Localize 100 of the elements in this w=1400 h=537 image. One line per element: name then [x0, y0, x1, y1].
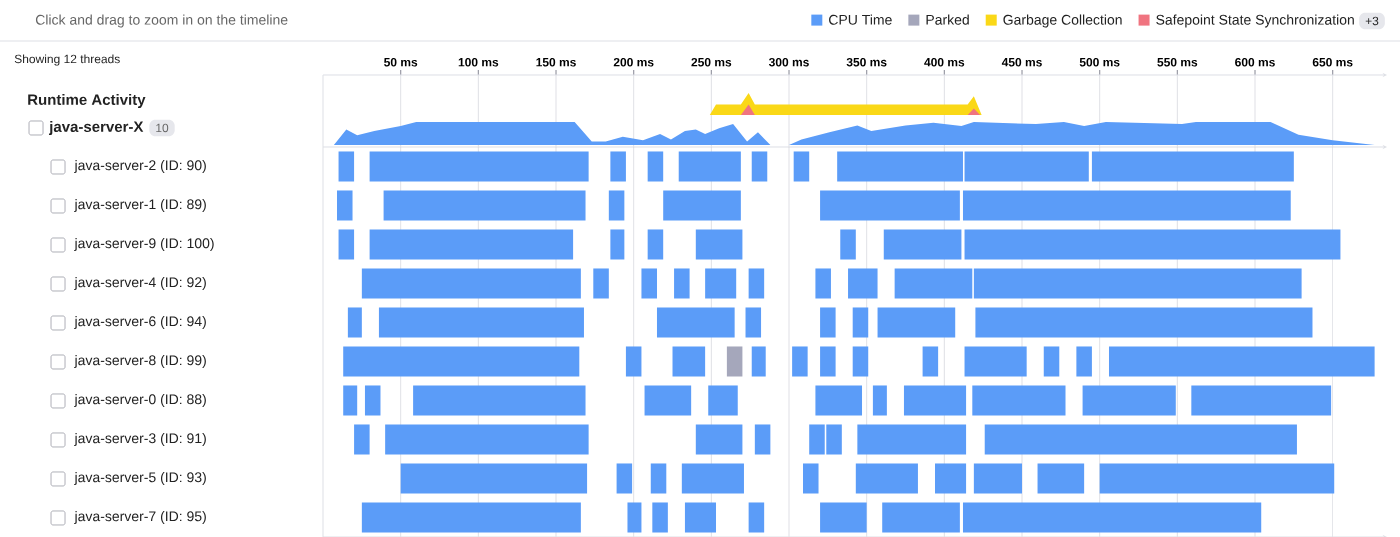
- bar: [1191, 385, 1332, 416]
- bar: [820, 502, 867, 533]
- legend-label: Parked: [926, 14, 969, 25]
- bar: [751, 151, 768, 182]
- bar: [748, 268, 765, 299]
- bar: [695, 229, 743, 260]
- bar: [848, 268, 878, 299]
- bar: [354, 424, 370, 455]
- bar: [610, 151, 626, 182]
- bar: [1043, 346, 1060, 377]
- x-tick-label: 200 ms: [613, 57, 654, 67]
- bar: [837, 151, 963, 182]
- bar: [369, 229, 574, 260]
- bar: [705, 268, 737, 299]
- bar: [400, 463, 588, 494]
- bar: [815, 268, 831, 299]
- bar: [820, 307, 836, 338]
- bar: [964, 346, 1027, 377]
- bar: [1082, 385, 1176, 416]
- bar: [964, 229, 1341, 260]
- bar: [857, 424, 967, 455]
- y-axis-title: Runtime Activity: [28, 93, 146, 108]
- bar: [343, 346, 580, 377]
- bar: [882, 502, 960, 533]
- bar: [903, 385, 967, 416]
- bar: [922, 346, 939, 377]
- x-tick-label: 400 ms: [924, 57, 965, 67]
- bar: [852, 346, 869, 377]
- x-tick-label: 600 ms: [1235, 57, 1275, 67]
- y-tick-label: java-server-2 (ID: 90): [74, 159, 206, 174]
- legend-label: Garbage Collection: [1003, 14, 1122, 28]
- bar: [364, 385, 381, 416]
- y-axis-title: java-server-X: [48, 120, 144, 135]
- bar: [726, 346, 743, 377]
- x-tick-label: 100 ms: [458, 57, 499, 67]
- bar: [883, 229, 962, 260]
- bar: [972, 385, 1066, 416]
- bar: [652, 502, 668, 533]
- bar: [663, 190, 741, 221]
- y-tick-label: java-server-9 (ID: 100): [74, 237, 214, 252]
- bar: [962, 502, 1262, 533]
- bar: [815, 385, 863, 416]
- bar: [413, 385, 586, 416]
- x-tick-label: 50 ms: [384, 57, 418, 67]
- bar: [802, 463, 819, 494]
- bar: [975, 307, 1313, 338]
- bar: [1076, 346, 1092, 377]
- bar: [793, 151, 810, 182]
- bar: [347, 307, 362, 338]
- x-tick-label: 450 ms: [1001, 57, 1042, 67]
- text: +3: [1365, 16, 1379, 26]
- bar: [962, 190, 1291, 221]
- legend-label: CPU Time: [829, 14, 892, 25]
- bar: [593, 268, 609, 299]
- bar: [625, 346, 642, 377]
- bar: [1037, 463, 1085, 494]
- bar: [674, 268, 690, 299]
- bar: [820, 190, 960, 221]
- bar: [840, 229, 856, 260]
- x-tick-label: 650 ms: [1312, 57, 1353, 67]
- bar: [608, 190, 625, 221]
- bar: [338, 229, 355, 260]
- bar: [964, 151, 1089, 182]
- bar: [383, 190, 586, 221]
- legend-label: Safepoint State Synchronization: [1156, 14, 1354, 28]
- bar: [872, 385, 887, 416]
- bar: [678, 151, 741, 182]
- bar: [672, 346, 706, 377]
- bar: [695, 424, 743, 455]
- bar: [361, 268, 581, 299]
- x-tick-label: 300 ms: [768, 57, 809, 67]
- bar: [644, 385, 692, 416]
- y-tick-label: java-server-0 (ID: 88): [74, 393, 206, 408]
- bar: [369, 151, 589, 182]
- bar: [754, 424, 771, 455]
- bar: [820, 346, 836, 377]
- bar: [647, 151, 664, 182]
- bar: [973, 268, 1302, 299]
- bar: [855, 463, 918, 494]
- y-tick-label: java-server-5 (ID: 93): [74, 471, 206, 486]
- bar: [681, 463, 744, 494]
- bar: [935, 463, 967, 494]
- bar: [852, 307, 869, 338]
- bar: [984, 424, 1297, 455]
- y-tick-label: java-server-6 (ID: 94): [74, 315, 206, 330]
- bar: [385, 424, 589, 455]
- bar: [973, 463, 1023, 494]
- y-tick-label: java-server-1 (ID: 89): [74, 198, 206, 213]
- y-tick-label: java-server-7 (ID: 95): [74, 510, 206, 525]
- bar: [361, 502, 581, 533]
- bar: [1108, 346, 1375, 377]
- y-tick-label: java-server-4 (ID: 92): [74, 276, 206, 291]
- bar: [745, 307, 762, 338]
- x-tick-label: 500 ms: [1079, 57, 1120, 67]
- bar: [792, 346, 808, 377]
- bar: [751, 346, 766, 377]
- bar: [647, 229, 664, 260]
- y-tick-label: java-server-3 (ID: 91): [74, 432, 206, 447]
- bar: [336, 190, 353, 221]
- bar: [610, 229, 625, 260]
